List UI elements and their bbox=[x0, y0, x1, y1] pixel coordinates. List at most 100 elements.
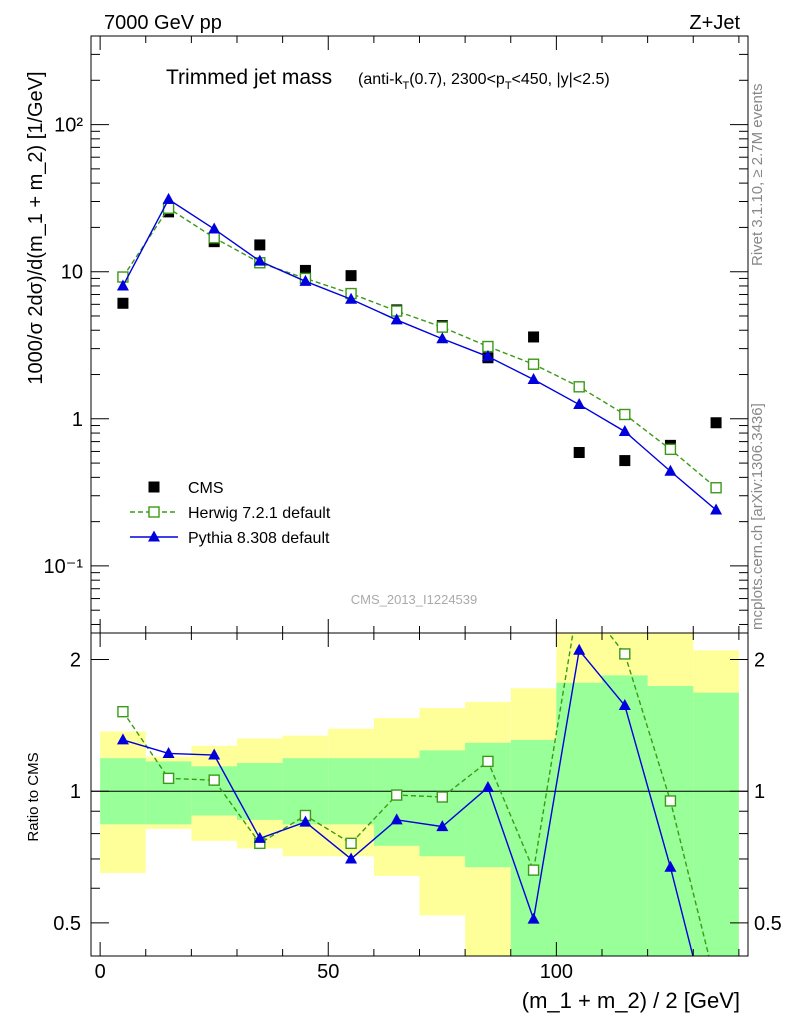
pythia-8-308-default-point bbox=[481, 350, 494, 362]
ratio-y-tick-label-right: 0.5 bbox=[754, 913, 782, 935]
cms-point bbox=[345, 270, 357, 282]
pythia-8-308-default-point bbox=[162, 192, 175, 204]
ratio-inner-band bbox=[556, 682, 602, 956]
header-right: Z+Jet bbox=[689, 12, 740, 34]
main-y-tick-label: 10² bbox=[54, 115, 83, 137]
pythia-8-308-default-point bbox=[664, 464, 677, 476]
herwig-7-2-1-default-point bbox=[482, 340, 494, 353]
main-y-tick-label: 10 bbox=[61, 262, 83, 284]
legend-marker-cms bbox=[148, 481, 160, 493]
pythia-8-308-default-point bbox=[710, 503, 723, 515]
ratio-herwig-7-2-1-default-point bbox=[436, 791, 449, 803]
ratio-herwig-7-2-1-default-point bbox=[345, 837, 357, 850]
cms-point bbox=[528, 331, 540, 343]
ratio-pythia-8-308-default-point bbox=[208, 748, 221, 760]
main-panel: 10⁻¹ 1 10 10² bbox=[44, 35, 749, 634]
pythia-8-308-default-point bbox=[345, 292, 358, 304]
pythia-8-308-default-point bbox=[253, 254, 266, 266]
pythia-8-308-default-point bbox=[618, 424, 631, 436]
analysis-watermark: CMS_2013_I1224539 bbox=[351, 592, 478, 607]
ratio-inner-band bbox=[145, 761, 192, 825]
herwig-7-2-1-default-point bbox=[208, 232, 220, 244]
x-axis-label: (m_1 + m_2) / 2 [GeV] bbox=[522, 988, 740, 1013]
title-detail-c: <450, |y|<2.5) bbox=[512, 71, 610, 88]
legend-label-cms: CMS bbox=[188, 480, 224, 497]
herwig-7-2-1-default-point bbox=[664, 443, 677, 456]
main-tick-labels: 10⁻¹ 1 10 10² bbox=[44, 115, 84, 578]
ratio-pythia-8-308-default-point bbox=[162, 746, 175, 758]
herwig-7-2-1-default-point bbox=[619, 408, 631, 421]
legend-marker-pythia-8-308-default bbox=[148, 530, 160, 542]
ratio-pythia-8-308-default-point bbox=[664, 860, 677, 872]
cms-point bbox=[254, 239, 266, 251]
main-y-tick-label: 1 bbox=[72, 409, 83, 431]
ratio-series bbox=[116, 591, 710, 956]
ratio-herwig-7-2-1-default-point bbox=[574, 591, 584, 601]
ratio-inner-band bbox=[419, 750, 466, 857]
rivet-label: Rivet 3.1.10, ≥ 2.7M events bbox=[749, 84, 766, 267]
pythia-8-308-default-point bbox=[436, 332, 449, 344]
ratio-pythia-8-308-default-point bbox=[390, 813, 403, 825]
ratio-pythia-8-308-default-point bbox=[299, 815, 312, 827]
legend-label-herwig-7-2-1-default: Herwig 7.2.1 default bbox=[188, 505, 331, 522]
ratio-axis-ticks bbox=[91, 633, 748, 956]
ratio-pythia-8-308-default-line bbox=[122, 648, 694, 956]
x-tick-label: 100 bbox=[540, 961, 573, 983]
ratio-pythia-8-308-default-point bbox=[573, 643, 586, 655]
legend: CMS Herwig 7.2.1 default Pythia 8.308 defa… bbox=[130, 480, 331, 547]
title-detail-sub-t2: T bbox=[505, 80, 512, 92]
ratio-herwig-7-2-1-default-point bbox=[117, 705, 129, 718]
pythia-8-308-default-point bbox=[299, 274, 312, 286]
ratio-herwig-7-2-1-default-point bbox=[208, 774, 220, 786]
ratio-pythia-8-308-default-point bbox=[116, 733, 129, 745]
pythia-8-308-default-point bbox=[390, 313, 403, 325]
cms-point bbox=[573, 447, 585, 459]
source-label: mcplots.cern.ch [arXiv:1306.3436] bbox=[749, 403, 766, 630]
x-tick-label: 50 bbox=[317, 961, 339, 983]
plot-title: Trimmed jet mass bbox=[166, 66, 332, 89]
ratio-herwig-7-2-1-default-point bbox=[619, 648, 631, 660]
ratio-tick-labels: 0.5 0.5 1 1 2 2 0 50 100 bbox=[53, 650, 782, 983]
main-series bbox=[116, 192, 723, 515]
ratio-herwig-7-2-1-default-point bbox=[527, 864, 540, 876]
herwig-7-2-1-default-point bbox=[527, 358, 540, 370]
ratio-inner-band bbox=[693, 692, 739, 956]
ratio-inner-band bbox=[602, 675, 648, 956]
ratio-herwig-7-2-1-default-point bbox=[390, 789, 403, 801]
main-y-axis-label: 1000/σ 2dσ)/d(m_1 + m_2) [1/GeV] bbox=[25, 71, 47, 384]
cms-point bbox=[619, 455, 631, 467]
pythia-8-308-default-point bbox=[116, 279, 129, 291]
cms-point bbox=[710, 417, 722, 429]
ratio-panel: 0.5 0.5 1 1 2 2 0 50 100 bbox=[53, 591, 782, 983]
title-detail-sub-t: T bbox=[402, 80, 409, 92]
pythia-8-308-default-point bbox=[573, 398, 586, 410]
pythia-8-308-default-point bbox=[208, 222, 221, 234]
herwig-7-2-1-default-point bbox=[710, 482, 722, 494]
pythia-8-308-default-point bbox=[527, 373, 540, 385]
herwig-7-2-1-default-point bbox=[436, 321, 449, 333]
ratio-y-tick-label-right: 1 bbox=[754, 781, 765, 803]
ratio-pythia-8-308-default-point bbox=[436, 820, 449, 832]
ratio-y-tick-label-left: 2 bbox=[70, 650, 81, 672]
ratio-pythia-8-308-default-point bbox=[618, 699, 631, 711]
cms-point bbox=[117, 297, 129, 309]
x-tick-label: 0 bbox=[95, 961, 106, 983]
header-left: 7000 GeV pp bbox=[104, 12, 222, 34]
ratio-inner-band bbox=[373, 758, 420, 846]
ratio-inner-band bbox=[647, 686, 694, 956]
ratio-frame bbox=[90, 632, 749, 957]
ratio-herwig-7-2-1-default-point bbox=[664, 795, 677, 807]
ratio-herwig-7-2-1-default-point bbox=[162, 772, 175, 785]
cms-point bbox=[299, 264, 311, 276]
ratio-y-tick-label-left: 1 bbox=[70, 781, 81, 803]
legend-label-pythia-8-308-default: Pythia 8.308 default bbox=[188, 530, 330, 547]
legend-marker-herwig-7-2-1-default bbox=[148, 506, 160, 518]
ratio-pythia-8-308-default-point bbox=[527, 912, 540, 924]
title-detail-a: (anti-k bbox=[358, 71, 403, 88]
ratio-herwig-7-2-1-default-point bbox=[482, 755, 494, 768]
ratio-uncertainty-bands bbox=[100, 633, 739, 956]
ratio-herwig-7-2-1-default-line bbox=[122, 633, 710, 956]
ratio-y-tick-label-left: 0.5 bbox=[53, 913, 81, 935]
herwig-7-2-1-default-point bbox=[573, 381, 585, 393]
